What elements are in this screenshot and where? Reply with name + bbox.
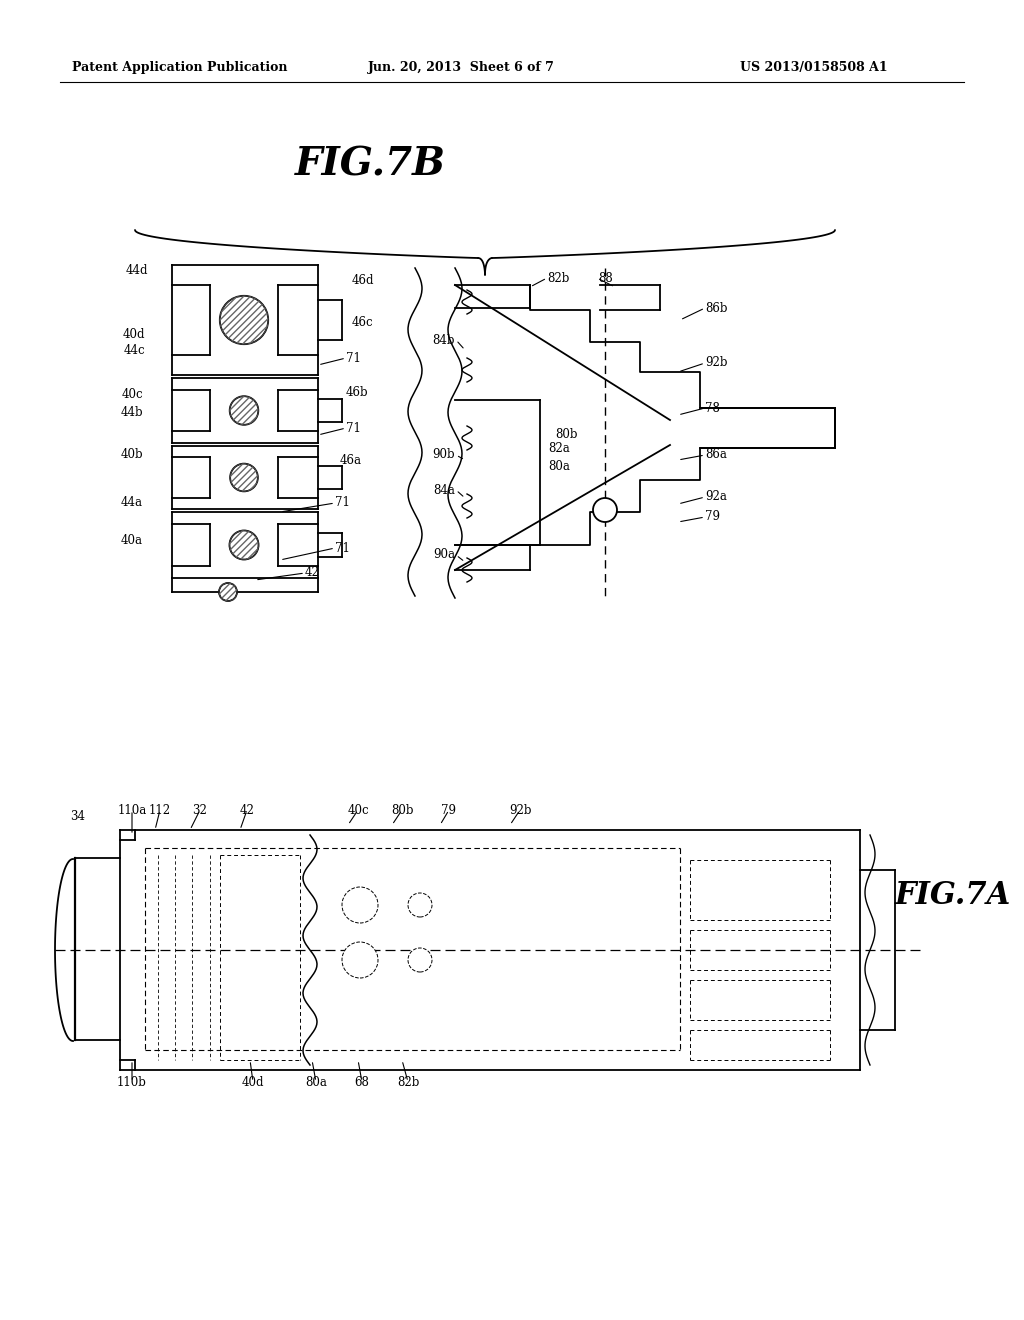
Text: Jun. 20, 2013  Sheet 6 of 7: Jun. 20, 2013 Sheet 6 of 7 bbox=[368, 62, 555, 74]
Text: 42: 42 bbox=[240, 804, 254, 817]
Text: 86b: 86b bbox=[705, 301, 727, 314]
Circle shape bbox=[229, 531, 258, 560]
Text: 44a: 44a bbox=[121, 496, 143, 510]
Text: 40b: 40b bbox=[121, 449, 143, 462]
Text: 71: 71 bbox=[335, 496, 350, 510]
Text: 92b: 92b bbox=[705, 356, 727, 370]
Text: 40d: 40d bbox=[123, 329, 145, 342]
Text: 80a: 80a bbox=[305, 1076, 327, 1089]
Text: Patent Application Publication: Patent Application Publication bbox=[72, 62, 288, 74]
Text: FIG.7A: FIG.7A bbox=[895, 879, 1012, 911]
Text: 40d: 40d bbox=[242, 1076, 264, 1089]
Text: 86a: 86a bbox=[705, 449, 727, 462]
Text: 82b: 82b bbox=[397, 1076, 419, 1089]
Text: 110a: 110a bbox=[118, 804, 146, 817]
Text: 78: 78 bbox=[705, 401, 720, 414]
Text: 44d: 44d bbox=[126, 264, 148, 276]
Text: 92a: 92a bbox=[705, 491, 727, 503]
Text: 68: 68 bbox=[354, 1076, 370, 1089]
Text: 90a: 90a bbox=[433, 549, 455, 561]
Text: 71: 71 bbox=[346, 351, 360, 364]
Text: 42: 42 bbox=[305, 566, 319, 579]
Text: 34: 34 bbox=[71, 809, 85, 822]
Text: 92b: 92b bbox=[509, 804, 531, 817]
Text: 80b: 80b bbox=[391, 804, 414, 817]
Text: 44b: 44b bbox=[121, 407, 143, 420]
Circle shape bbox=[408, 948, 432, 972]
Text: 84b: 84b bbox=[432, 334, 455, 346]
Circle shape bbox=[342, 887, 378, 923]
Text: 110b: 110b bbox=[117, 1076, 146, 1089]
Text: 82a: 82a bbox=[548, 441, 569, 454]
Circle shape bbox=[220, 296, 268, 345]
Text: FIG.7B: FIG.7B bbox=[295, 147, 445, 183]
Text: 44c: 44c bbox=[123, 343, 145, 356]
Text: 46b: 46b bbox=[346, 387, 369, 400]
Text: 71: 71 bbox=[335, 541, 350, 554]
Text: 40a: 40a bbox=[121, 533, 143, 546]
Circle shape bbox=[219, 583, 237, 601]
Circle shape bbox=[230, 463, 258, 491]
Text: 80b: 80b bbox=[555, 429, 578, 441]
Text: 80a: 80a bbox=[548, 459, 570, 473]
Circle shape bbox=[229, 396, 258, 425]
Text: 79: 79 bbox=[705, 511, 720, 524]
Text: 46a: 46a bbox=[340, 454, 362, 466]
Text: 82b: 82b bbox=[547, 272, 569, 285]
Text: 46c: 46c bbox=[352, 317, 374, 330]
Text: 88: 88 bbox=[598, 272, 612, 285]
Text: 71: 71 bbox=[346, 421, 360, 434]
Circle shape bbox=[593, 498, 617, 521]
Text: 32: 32 bbox=[193, 804, 208, 817]
Circle shape bbox=[408, 894, 432, 917]
Text: 90b: 90b bbox=[432, 449, 455, 462]
Text: US 2013/0158508 A1: US 2013/0158508 A1 bbox=[740, 62, 888, 74]
Text: 40c: 40c bbox=[347, 804, 369, 817]
Text: 79: 79 bbox=[441, 804, 457, 817]
Text: 84a: 84a bbox=[433, 483, 455, 496]
Text: 40c: 40c bbox=[122, 388, 143, 401]
Circle shape bbox=[342, 942, 378, 978]
Text: 112: 112 bbox=[148, 804, 171, 817]
Text: 46d: 46d bbox=[352, 273, 375, 286]
